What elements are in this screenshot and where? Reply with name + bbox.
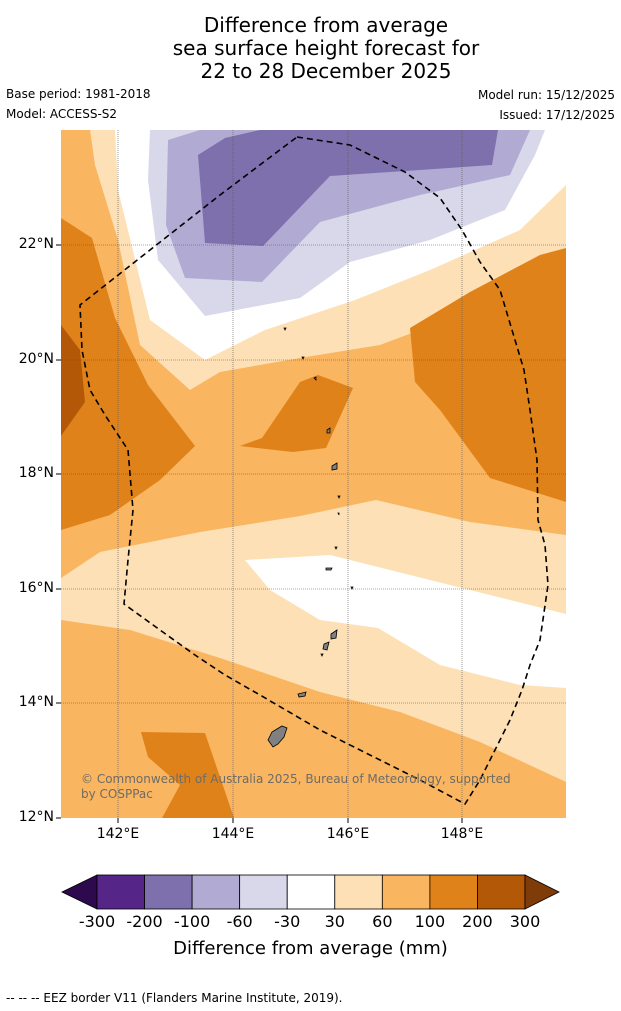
lat-tick-16: 16°N (18, 580, 54, 596)
band-neutral-south (245, 555, 566, 688)
colorbar-tick: 100 (414, 912, 446, 931)
lon-tick-146: 146°E (326, 826, 370, 842)
band-200-300-west (61, 325, 85, 436)
island-rota (297, 691, 307, 698)
island-sarigan (334, 546, 338, 550)
eez-border (79, 136, 549, 806)
lat-tick-22: 22°N (18, 236, 54, 252)
island-fdp (350, 586, 354, 590)
lat-tick-12: 12°N (18, 809, 54, 825)
issued-date: Issued: 17/12/2025 (499, 108, 615, 122)
island-saipan (330, 629, 338, 640)
lat-tick-18: 18°N (18, 465, 54, 481)
map-area (61, 130, 566, 818)
colorbar-tick: 200 (462, 912, 493, 931)
band-100-200-east (410, 248, 566, 502)
colorbar-segment (286, 874, 336, 910)
chart-title: Difference from average sea surface heig… (0, 14, 621, 83)
colorbar-tick: -300 (78, 912, 116, 931)
colorbar-segment (477, 874, 526, 910)
island-asuncion (313, 376, 317, 381)
colorbar-tick: 60 (372, 912, 393, 931)
colorbar-segment (191, 874, 241, 910)
colorbar-tick: 300 (509, 912, 541, 931)
island-agrihan (326, 427, 331, 434)
island-maug (301, 356, 305, 360)
eez-legend: -- -- -- EEZ border V11 (Flanders Marine… (6, 991, 343, 1005)
colorbar-extend-high (524, 874, 560, 910)
island-farallon (283, 327, 287, 331)
band-100-200-southwest (141, 732, 234, 818)
colorbar (61, 874, 560, 910)
band-neg100-north (198, 130, 498, 246)
lat-tick-14: 14°N (18, 694, 54, 710)
colorbar-tick: -60 (226, 912, 253, 931)
band-30-60-south (61, 500, 566, 782)
base-period: Base period: 1981-2018 (6, 87, 151, 101)
island-anatahan (325, 567, 333, 571)
copyright-credit: © Commonwealth of Australia 2025, Bureau… (81, 772, 511, 802)
island-pagan (331, 462, 338, 471)
colorbar-segment (381, 874, 431, 910)
colorbar-segment (334, 874, 383, 910)
island-aguijan (320, 653, 324, 657)
island-guguan (337, 512, 340, 516)
band-100-200-central (240, 375, 353, 452)
axis-ticks (56, 244, 463, 823)
colorbar-extend-low (61, 874, 98, 910)
island-tinian (322, 641, 330, 651)
island-guam (267, 725, 288, 748)
island-alamagan (337, 495, 341, 499)
colorbar-segment (144, 874, 193, 910)
credit-line-1: © Commonwealth of Australia 2025, Bureau… (81, 772, 511, 786)
colorbar-tick: -30 (274, 912, 301, 931)
colorbar-segment (239, 874, 288, 910)
grid-lines (61, 130, 566, 818)
lat-tick-20: 20°N (18, 351, 54, 367)
title-line-3: 22 to 28 December 2025 (200, 59, 452, 83)
lon-tick-148: 148°E (440, 826, 484, 842)
colorbar-tick: -100 (173, 912, 211, 931)
colorbar-tick: 30 (324, 912, 345, 931)
colorbar-segment (96, 874, 145, 910)
band-100-200-west (61, 218, 195, 530)
colorbar-label: Difference from average (mm) (173, 938, 448, 959)
colorbar-tick: -200 (126, 912, 163, 931)
credit-line-2: by COSPPac (81, 787, 153, 801)
lon-tick-144: 144°E (211, 826, 255, 842)
lon-tick-142: 142°E (96, 826, 140, 842)
colorbar-segment (429, 874, 478, 910)
islands (267, 327, 354, 748)
model-run: Model run: 15/12/2025 (477, 88, 615, 102)
title-line-1: Difference from average (203, 13, 449, 37)
model-name: Model: ACCESS-S2 (6, 107, 118, 121)
title-line-2: sea surface height forecast for (172, 36, 480, 60)
